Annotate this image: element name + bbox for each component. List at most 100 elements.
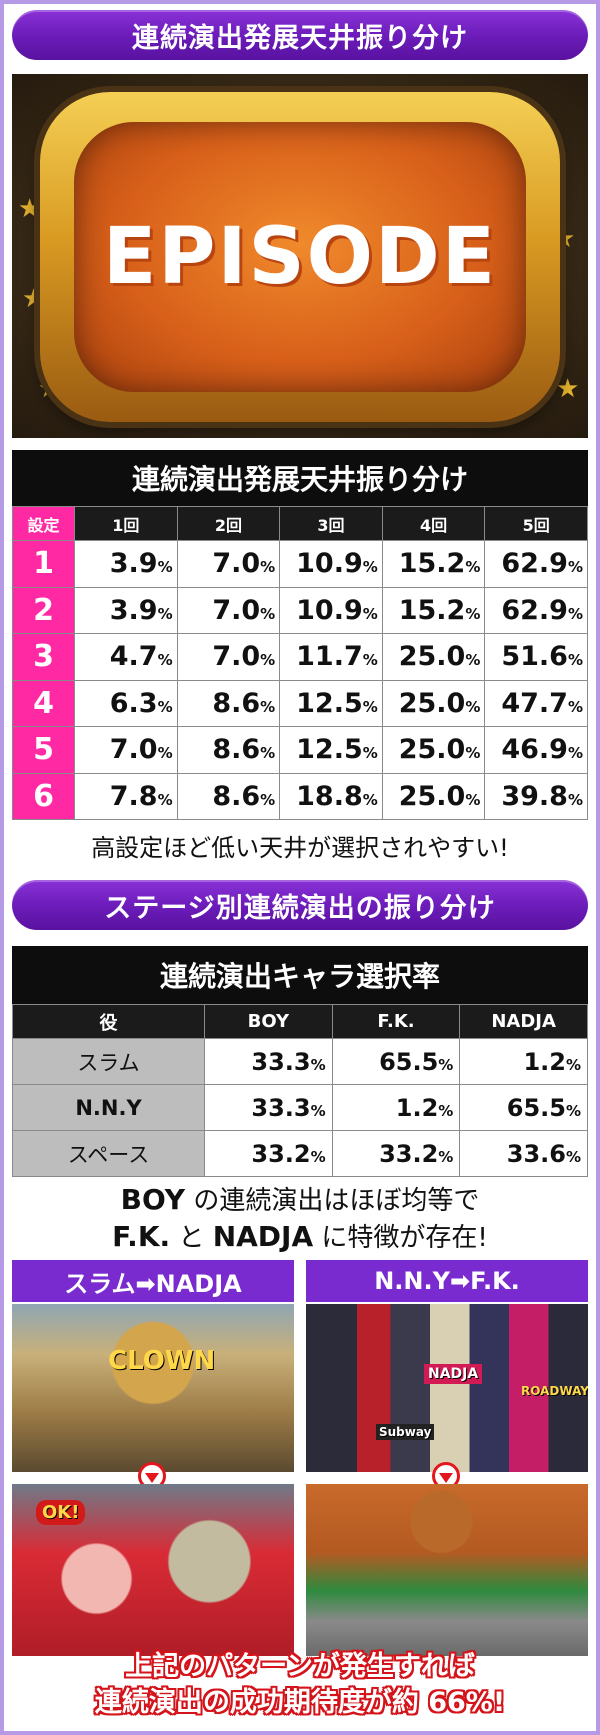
percent-unit: % bbox=[260, 558, 276, 577]
percent-unit: % bbox=[260, 697, 276, 716]
role-cell: スペース bbox=[12, 1130, 205, 1177]
value-number: 15.2 bbox=[398, 594, 466, 626]
percent-unit: % bbox=[567, 604, 583, 623]
value-cell: 7.0% bbox=[176, 633, 281, 681]
chara-note: BOY の連続演出はほぼ均等で F.K. と NADJA に特徴が存在! bbox=[12, 1182, 588, 1256]
star-icon: ★ bbox=[18, 194, 42, 224]
value-cell: 4.7% bbox=[74, 633, 178, 681]
value-cell: 7.8% bbox=[74, 772, 178, 820]
percent-unit: % bbox=[310, 1055, 326, 1074]
percent-unit: % bbox=[465, 697, 481, 716]
value-number: 33.2 bbox=[251, 1139, 311, 1168]
value-cell: 1.2% bbox=[459, 1038, 588, 1085]
percent-unit: % bbox=[465, 744, 481, 763]
setting-cell: 3 bbox=[12, 633, 75, 681]
value-cell: 7.0% bbox=[176, 540, 281, 588]
percent-unit: % bbox=[567, 651, 583, 670]
value-cell: 3.9% bbox=[74, 540, 178, 588]
value-number: 10.9 bbox=[296, 594, 363, 626]
value-number: 25.0 bbox=[398, 734, 466, 766]
value-cell: 10.9% bbox=[279, 586, 383, 634]
table-header-row: 設定 1回 2回 3回 4回 5回 bbox=[12, 506, 588, 541]
value-number: 33.6 bbox=[506, 1139, 566, 1168]
ceiling-table-title: 連続演出発展天井振り分け bbox=[12, 450, 588, 506]
table-row: 3 4.7% 7.0% 11.7% 25.0% 51.6% bbox=[12, 633, 588, 681]
chara-note-line2: F.K. と NADJA に特徴が存在! bbox=[112, 1220, 488, 1253]
setting-cell: 6 bbox=[12, 772, 75, 820]
value-number: 1.2 bbox=[523, 1047, 566, 1076]
slum-nadja-scene-image: OK! bbox=[12, 1484, 294, 1656]
section-banner-stage: ステージ別連続演出の振り分け bbox=[12, 880, 588, 930]
ceiling-table: 設定 1回 2回 3回 4回 5回 1 3.9% 7.0% 10.9% 15.2% 62.… bbox=[12, 506, 588, 820]
percent-unit: % bbox=[157, 744, 173, 763]
header-boy: BOY bbox=[204, 1004, 333, 1039]
table-row: スペース 33.2% 33.2% 33.6% bbox=[12, 1130, 588, 1177]
value-cell: 12.5% bbox=[279, 726, 383, 774]
setting-cell: 5 bbox=[12, 726, 75, 774]
header-4: 4回 bbox=[381, 506, 486, 541]
value-number: 47.7 bbox=[501, 687, 568, 719]
header-2: 2回 bbox=[176, 506, 281, 541]
ceiling-note: 高設定ほど低い天井が選択されやすい! bbox=[91, 834, 509, 862]
value-cell: 33.3% bbox=[204, 1038, 333, 1085]
table-row: 2 3.9% 7.0% 10.9% 15.2% 62.9% bbox=[12, 586, 588, 634]
ok-bubble: OK! bbox=[36, 1500, 86, 1525]
value-number: 33.2 bbox=[379, 1139, 439, 1168]
value-cell: 7.0% bbox=[176, 586, 281, 634]
value-cell: 47.7% bbox=[484, 679, 588, 727]
value-number: 25.0 bbox=[398, 641, 466, 673]
header-nadja: NADJA bbox=[459, 1004, 588, 1039]
value-cell: 65.5% bbox=[459, 1084, 588, 1131]
setting-cell: 4 bbox=[12, 679, 75, 727]
value-cell: 39.8% bbox=[484, 772, 588, 820]
value-cell: 65.5% bbox=[331, 1038, 461, 1085]
value-cell: 25.0% bbox=[381, 772, 486, 820]
panel-title-nny-fk: N.N.Y➡F.K. bbox=[306, 1260, 588, 1302]
role-cell: N.N.Y bbox=[12, 1084, 205, 1131]
header-fk: F.K. bbox=[331, 1004, 461, 1039]
value-number: 10.9 bbox=[296, 548, 363, 580]
value-cell: 18.8% bbox=[279, 772, 383, 820]
percent-unit: % bbox=[362, 604, 378, 623]
value-cell: 33.2% bbox=[331, 1130, 461, 1177]
table-row: 6 7.8% 8.6% 18.8% 25.0% 39.8% bbox=[12, 772, 588, 820]
value-number: 15.2 bbox=[398, 548, 466, 580]
percent-unit: % bbox=[565, 1101, 581, 1120]
value-number: 8.6 bbox=[212, 780, 261, 812]
value-number: 1.2 bbox=[395, 1093, 439, 1122]
value-number: 25.0 bbox=[398, 687, 466, 719]
value-cell: 11.7% bbox=[279, 633, 383, 681]
percent-unit: % bbox=[310, 1101, 326, 1120]
percent-unit: % bbox=[157, 558, 173, 577]
header-role: 役 bbox=[12, 1004, 205, 1039]
value-number: 3.9 bbox=[109, 594, 158, 626]
value-cell: 12.5% bbox=[279, 679, 383, 727]
value-number: 7.0 bbox=[109, 734, 158, 766]
value-cell: 33.3% bbox=[204, 1084, 333, 1131]
percent-unit: % bbox=[465, 558, 481, 577]
percent-unit: % bbox=[260, 744, 276, 763]
value-cell: 25.0% bbox=[381, 679, 486, 727]
value-cell: 6.3% bbox=[74, 679, 178, 727]
percent-unit: % bbox=[438, 1101, 454, 1120]
value-number: 62.9 bbox=[501, 548, 568, 580]
value-cell: 1.2% bbox=[331, 1084, 461, 1131]
header-setting: 設定 bbox=[12, 506, 75, 541]
percent-unit: % bbox=[260, 651, 276, 670]
value-cell: 10.9% bbox=[279, 540, 383, 588]
percent-unit: % bbox=[567, 744, 583, 763]
episode-image: ★ ★ ★ ★ ★ EPISODE bbox=[12, 74, 588, 438]
nny-fk-scene-image bbox=[306, 1484, 588, 1656]
tv-screen-icon: EPISODE bbox=[74, 122, 526, 392]
percent-unit: % bbox=[362, 744, 378, 763]
star-icon: ★ bbox=[22, 284, 46, 314]
setting-cell: 2 bbox=[12, 586, 75, 634]
value-number: 33.3 bbox=[251, 1047, 311, 1076]
value-cell: 33.6% bbox=[459, 1130, 588, 1177]
percent-unit: % bbox=[565, 1055, 581, 1074]
chara-table-title: 連続演出キャラ選択率 bbox=[12, 946, 588, 1004]
percent-unit: % bbox=[362, 651, 378, 670]
value-cell: 62.9% bbox=[484, 540, 588, 588]
header-1: 1回 bbox=[74, 506, 178, 541]
value-cell: 51.6% bbox=[484, 633, 588, 681]
